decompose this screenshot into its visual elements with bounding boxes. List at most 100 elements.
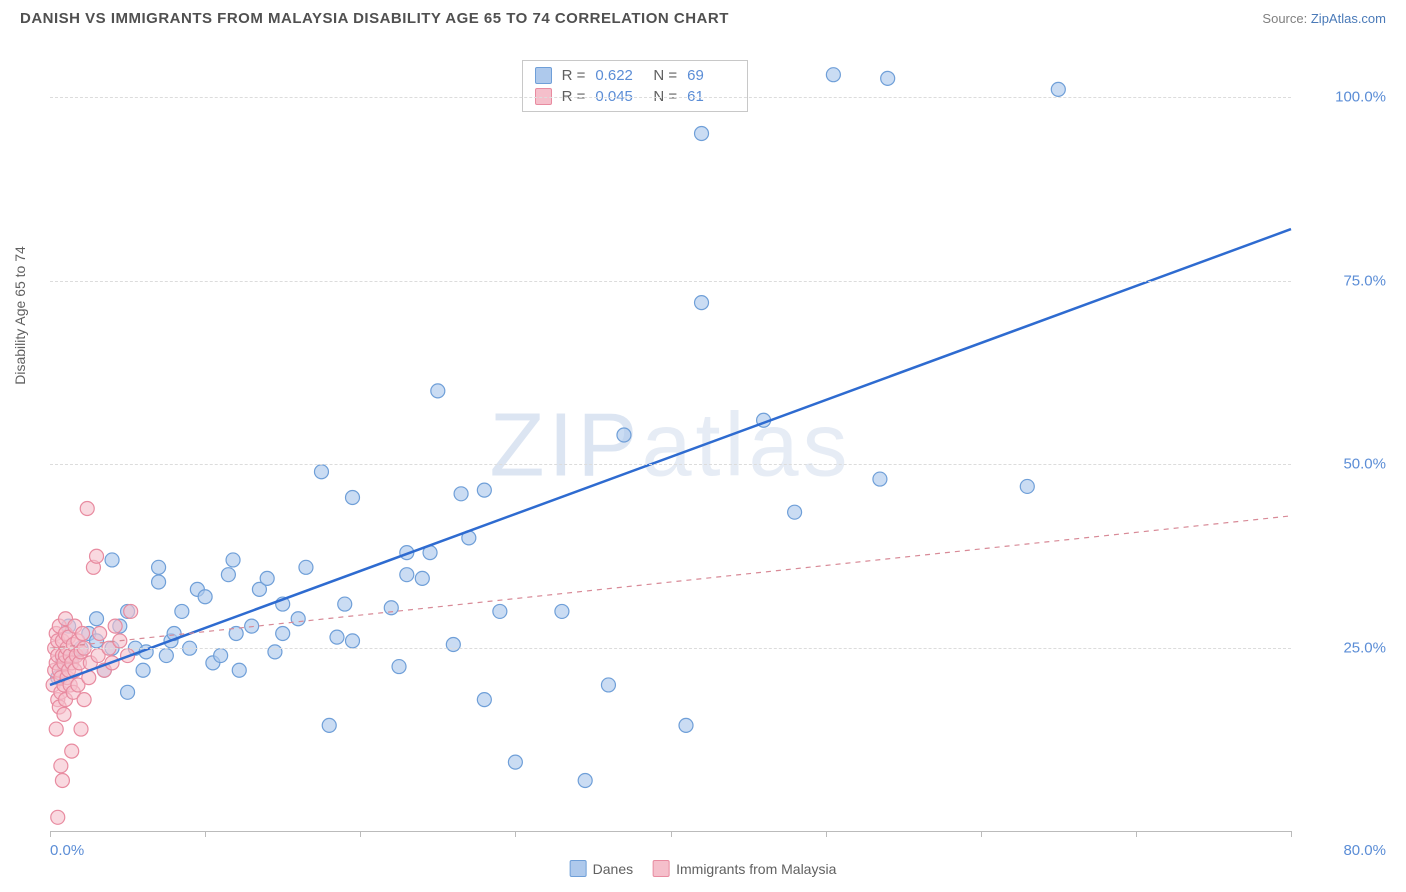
scatter-point [136, 663, 150, 677]
scatter-point [226, 553, 240, 567]
trend-line [50, 229, 1291, 685]
scatter-point [392, 660, 406, 674]
scatter-point [601, 678, 615, 692]
scatter-point [555, 604, 569, 618]
scatter-point [1020, 479, 1034, 493]
x-tick-mark [981, 831, 982, 837]
correlation-legend: R =0.622N =69R =0.045N =61 [522, 60, 749, 112]
scatter-point [314, 465, 328, 479]
x-tick-mark [826, 831, 827, 837]
scatter-point [108, 619, 122, 633]
r-value: 0.622 [595, 67, 643, 84]
scatter-point [477, 483, 491, 497]
scatter-point [1051, 82, 1065, 96]
scatter-point [260, 571, 274, 585]
x-tick-mark [1291, 831, 1292, 837]
scatter-point [617, 428, 631, 442]
scatter-point [159, 649, 173, 663]
x-tick-label: 80.0% [1343, 842, 1386, 859]
legend-label: Danes [593, 861, 633, 877]
y-tick-label: 50.0% [1306, 456, 1386, 473]
scatter-point [299, 560, 313, 574]
scatter-point [65, 744, 79, 758]
gridline [50, 97, 1291, 98]
scatter-point [121, 685, 135, 699]
scatter-point [508, 755, 522, 769]
scatter-point [54, 759, 68, 773]
y-axis-title: Disability Age 65 to 74 [12, 246, 28, 385]
scatter-point [578, 774, 592, 788]
scatter-point [695, 127, 709, 141]
y-tick-label: 100.0% [1306, 88, 1386, 105]
scatter-point [90, 549, 104, 563]
scatter-point [74, 722, 88, 736]
scatter-point [90, 612, 104, 626]
scatter-point [124, 604, 138, 618]
source-label: Source: [1262, 11, 1307, 26]
scatter-svg [50, 60, 1291, 831]
legend-swatch [653, 860, 670, 877]
r-label: R = [562, 67, 586, 84]
scatter-point [330, 630, 344, 644]
legend-item: Danes [570, 860, 633, 877]
scatter-point [55, 774, 69, 788]
scatter-point [493, 604, 507, 618]
legend-label: Immigrants from Malaysia [676, 861, 836, 877]
header: DANISH VS IMMIGRANTS FROM MALAYSIA DISAB… [0, 0, 1406, 32]
scatter-point [152, 575, 166, 589]
scatter-point [268, 645, 282, 659]
series-legend: Danes Immigrants from Malaysia [570, 860, 837, 877]
scatter-point [679, 718, 693, 732]
scatter-point [454, 487, 468, 501]
x-tick-mark [1136, 831, 1137, 837]
scatter-point [826, 68, 840, 82]
correlation-row: R = 0.622 N = 69 [535, 65, 736, 86]
scatter-point [77, 693, 91, 707]
chart-title: DANISH VS IMMIGRANTS FROM MALAYSIA DISAB… [20, 10, 729, 27]
scatter-point [276, 626, 290, 640]
source-link[interactable]: ZipAtlas.com [1311, 11, 1386, 26]
scatter-point [49, 722, 63, 736]
scatter-point [214, 649, 228, 663]
scatter-point [788, 505, 802, 519]
scatter-point [345, 490, 359, 504]
chart-plot-area: ZIPatlas R =0.622N =69R =0.045N =61 25.0… [50, 60, 1291, 832]
scatter-point [477, 693, 491, 707]
scatter-point [93, 626, 107, 640]
scatter-point [400, 568, 414, 582]
scatter-point [232, 663, 246, 677]
legend-swatch [535, 67, 552, 84]
scatter-point [80, 501, 94, 515]
legend-item: Immigrants from Malaysia [653, 860, 836, 877]
gridline [50, 648, 1291, 649]
scatter-point [198, 590, 212, 604]
scatter-point [415, 571, 429, 585]
scatter-point [384, 601, 398, 615]
scatter-point [105, 553, 119, 567]
scatter-point [338, 597, 352, 611]
x-tick-mark [515, 831, 516, 837]
scatter-point [51, 810, 65, 824]
y-tick-label: 75.0% [1306, 272, 1386, 289]
gridline [50, 281, 1291, 282]
scatter-point [873, 472, 887, 486]
scatter-point [431, 384, 445, 398]
n-value: 69 [687, 67, 735, 84]
scatter-point [221, 568, 235, 582]
x-tick-mark [205, 831, 206, 837]
scatter-point [322, 718, 336, 732]
x-tick-mark [671, 831, 672, 837]
gridline [50, 464, 1291, 465]
scatter-point [446, 638, 460, 652]
source-attribution: Source: ZipAtlas.com [1262, 11, 1386, 26]
n-label: N = [653, 67, 677, 84]
scatter-point [57, 707, 71, 721]
scatter-point [291, 612, 305, 626]
x-tick-mark [360, 831, 361, 837]
x-tick-mark [50, 831, 51, 837]
y-tick-label: 25.0% [1306, 640, 1386, 657]
scatter-point [175, 604, 189, 618]
scatter-point [695, 296, 709, 310]
legend-swatch [570, 860, 587, 877]
scatter-point [345, 634, 359, 648]
